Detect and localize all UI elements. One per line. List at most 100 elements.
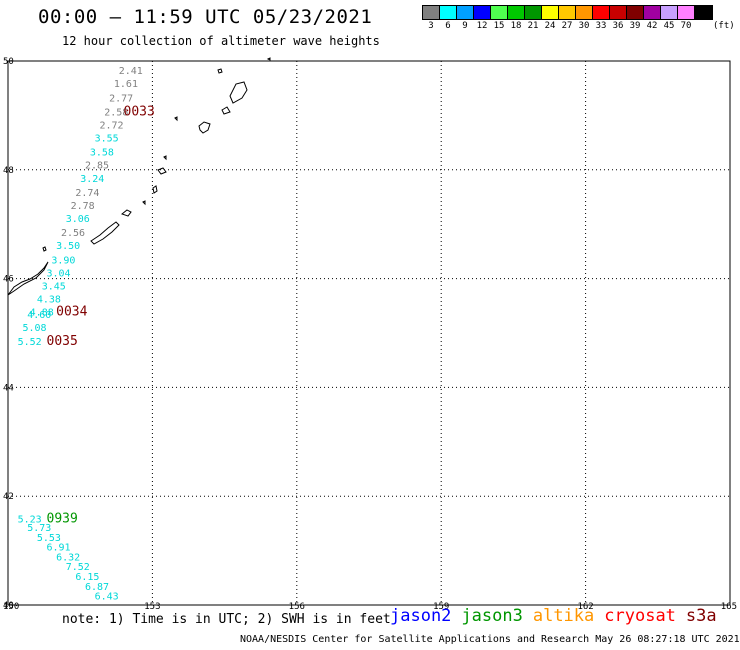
- colorbar-swatch: [423, 6, 440, 19]
- pass-time-labels: 0033 0034 0035 0939: [47, 104, 155, 526]
- islet-dot-e: [266, 57, 271, 61]
- kuril-island-mid: [157, 167, 167, 175]
- colorbar-label: 42: [646, 21, 658, 31]
- wave-height-value: 2.41: [119, 66, 143, 77]
- wave-height-value: 2.77: [109, 93, 133, 104]
- colorbar-swatch: [678, 6, 695, 19]
- lat-label: 50: [3, 57, 14, 67]
- colorbar-label: 33: [595, 21, 607, 31]
- wave-height-value: 5.08: [22, 323, 46, 334]
- wave-height-value: 2.56: [61, 228, 85, 239]
- colorbar-label: 18: [510, 21, 522, 31]
- wave-height-value: 2.85: [85, 161, 109, 172]
- wave-height-value: 2.74: [75, 188, 99, 199]
- colorbar-swatch: [627, 6, 644, 19]
- colorbar-swatch: [559, 6, 576, 19]
- lat-label: 40: [3, 601, 14, 611]
- wave-height-value: 4.88: [30, 308, 54, 319]
- wave-height-value: 3.50: [56, 241, 80, 252]
- colorbar-swatch: [695, 6, 712, 19]
- wave-height-value: 5.53: [37, 533, 61, 544]
- colorbar-label: 24: [544, 21, 556, 31]
- lon-label: 153: [144, 602, 160, 612]
- wave-height-readings: 2.41 1.61 2.77 2.58 2.72 3.55 3.58 2.85 3.24 2.74…: [18, 66, 143, 603]
- wave-height-value: 4.38: [37, 295, 61, 306]
- colorbar-label: 27: [561, 21, 573, 31]
- wave-height-value: 7.52: [66, 562, 90, 573]
- kuril-island-large: [229, 81, 248, 104]
- lon-label: 165: [721, 602, 737, 612]
- wave-height-value: 2.72: [99, 120, 123, 131]
- lon-label: 159: [433, 602, 449, 612]
- footer-credit: NOAA/NESDIS Center for Satellite Applica…: [240, 634, 740, 645]
- wave-height-value: 5.52: [18, 337, 42, 348]
- colorbar-swatch: [576, 6, 593, 19]
- pass-time-label: 0033: [124, 104, 155, 119]
- colorbar-swatch: [525, 6, 542, 19]
- wave-height-value: 3.06: [66, 214, 90, 225]
- colorbar-label: 45: [663, 21, 675, 31]
- pass-time-label: 0034: [56, 305, 87, 320]
- pass-time-label: 0035: [47, 334, 78, 349]
- satellite-legend-item: jason2: [390, 606, 452, 626]
- colorbar-swatch: [491, 6, 508, 19]
- islet-dot-b: [174, 116, 178, 122]
- pass-time-label: 0939: [47, 511, 78, 526]
- lat-label: 46: [3, 275, 14, 285]
- shikotan-dot: [42, 246, 47, 252]
- lat-label: 42: [3, 492, 14, 502]
- colorbar-swatch: [474, 6, 491, 19]
- wave-height-value: 3.04: [47, 268, 71, 279]
- colorbar-swatch: [542, 6, 559, 19]
- wave-height-value: 2.78: [71, 201, 95, 212]
- footer-note: note: 1) Time is in UTC; 2) SWH is in fe…: [62, 612, 391, 627]
- wave-height-value: 5.73: [27, 523, 51, 534]
- satellite-legend-item: cryosat: [604, 606, 676, 626]
- lon-label: 156: [289, 602, 305, 612]
- wave-height-value: 6.32: [56, 552, 80, 563]
- colorbar-label: 12: [476, 21, 488, 31]
- colorbar-swatch: [457, 6, 474, 19]
- wave-height-value: 6.43: [95, 592, 119, 603]
- lon-label: 162: [577, 602, 593, 612]
- wave-height-value: 3.45: [42, 281, 66, 292]
- lon-label: 150: [3, 602, 19, 612]
- wave-height-value: 1.61: [114, 79, 138, 90]
- wave-height-value: 3.58: [90, 148, 114, 159]
- colorbar-swatch: [593, 6, 610, 19]
- colorbar-label: 30: [578, 21, 590, 31]
- wave-height-value: 3.55: [95, 134, 119, 145]
- kuril-island-pair: [198, 121, 211, 134]
- colorbar-swatch: [644, 6, 661, 19]
- colorbar-label: 15: [493, 21, 505, 31]
- graticule: [8, 61, 730, 605]
- wave-height-value: 2.58: [104, 107, 128, 118]
- wave-height-value: 5.23: [18, 514, 42, 525]
- wave-height-value: 4.60: [27, 310, 51, 321]
- islet-dot-c: [163, 155, 167, 161]
- kuril-island-small: [221, 106, 231, 115]
- wave-height-value: 6.15: [75, 572, 99, 583]
- kuril-island-dot-a: [217, 68, 223, 74]
- wave-height-value: 3.24: [80, 174, 104, 185]
- colorbar-swatch: [661, 6, 678, 19]
- map-title: 00:00 – 11:59 UTC 05/23/2021: [38, 6, 373, 28]
- lat-label: 48: [3, 166, 14, 176]
- kuril-island-tiny: [152, 185, 158, 194]
- colorbar-label: 36: [612, 21, 624, 31]
- map-subtitle: 12 hour collection of altimeter wave hei…: [62, 34, 380, 48]
- colorbar-unit: (ft): [713, 21, 735, 31]
- colorbar-label: 21: [527, 21, 539, 31]
- colorbar-label: 39: [629, 21, 641, 31]
- satellite-legend-item: jason3: [461, 606, 523, 626]
- lat-label: 44: [3, 383, 14, 393]
- colorbar-swatch: [610, 6, 627, 19]
- kuril-iturup: [90, 221, 120, 245]
- map-frame: [7, 60, 731, 606]
- wave-height-value: 6.91: [47, 543, 71, 554]
- satellite-legend-item: s3a: [685, 606, 717, 626]
- kuril-island-south: [120, 209, 132, 217]
- wave-height-value: 6.87: [85, 582, 109, 593]
- satellite-legend-item: altika: [532, 606, 595, 626]
- colorbar-label: 70: [680, 21, 692, 31]
